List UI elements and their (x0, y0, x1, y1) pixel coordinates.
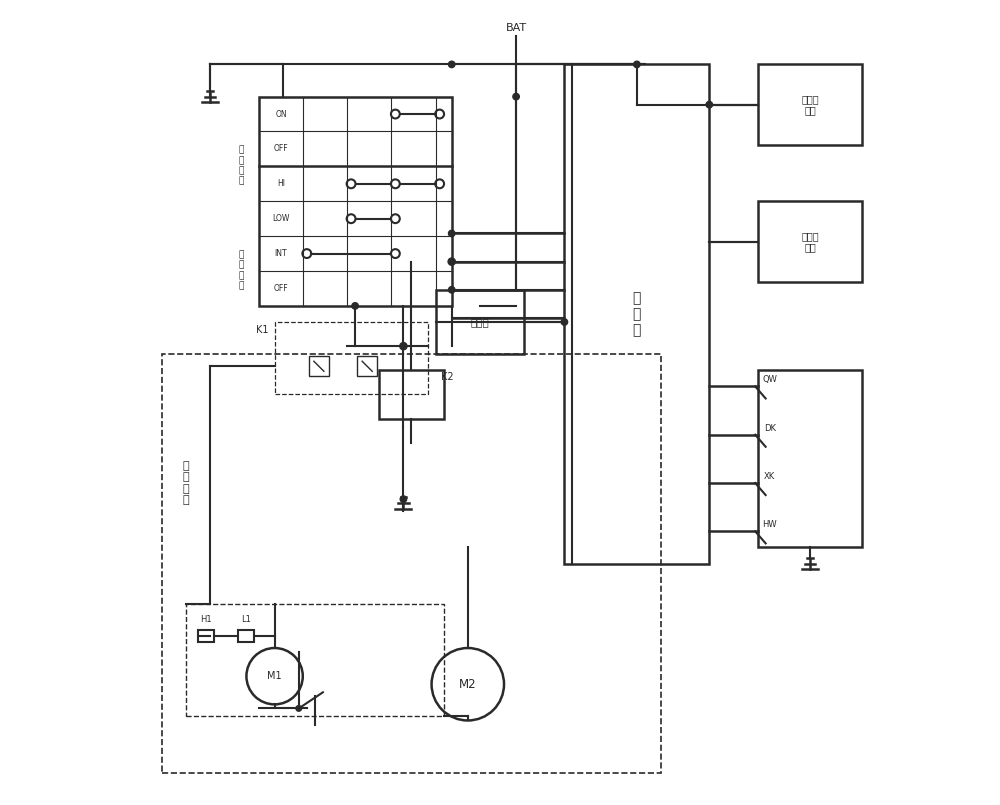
Text: QW: QW (762, 375, 777, 385)
Text: XK: XK (764, 472, 775, 481)
Text: 雨
刮
电
路: 雨 刮 电 路 (183, 460, 189, 506)
Text: ON: ON (275, 109, 287, 118)
Text: LOW: LOW (272, 214, 290, 223)
Text: HW: HW (762, 520, 777, 530)
Circle shape (296, 705, 302, 712)
Text: K1: K1 (256, 325, 269, 335)
Text: 控
制
器: 控 制 器 (633, 291, 641, 337)
Circle shape (448, 287, 455, 293)
Bar (275, 322, 428, 394)
Text: 日行灯
电路: 日行灯 电路 (801, 231, 819, 252)
Bar (198, 630, 214, 642)
Circle shape (561, 319, 568, 325)
Bar (186, 604, 444, 716)
Circle shape (634, 61, 640, 68)
Circle shape (513, 93, 519, 100)
Circle shape (400, 496, 407, 502)
Bar (357, 356, 377, 377)
Bar (238, 630, 254, 642)
Text: K2: K2 (441, 372, 454, 382)
Text: L1: L1 (241, 615, 251, 625)
Bar (436, 290, 524, 354)
Circle shape (706, 101, 713, 108)
Text: BAT: BAT (506, 23, 527, 33)
Circle shape (352, 303, 358, 309)
Bar (379, 370, 444, 419)
Bar (758, 64, 862, 145)
Bar (758, 201, 862, 282)
Circle shape (400, 343, 407, 350)
Circle shape (448, 258, 455, 266)
Text: 后雾灯
电路: 后雾灯 电路 (801, 94, 819, 115)
Text: 组
合
开
关: 组 合 开 关 (238, 146, 243, 186)
Bar (258, 97, 452, 306)
Bar (758, 370, 862, 547)
Bar (564, 64, 709, 564)
Bar (309, 356, 329, 377)
Text: HI: HI (277, 180, 285, 188)
Circle shape (448, 230, 455, 237)
Text: 点火锁: 点火锁 (471, 317, 489, 327)
Text: H1: H1 (200, 615, 212, 625)
Text: 洗
涤
开
关: 洗 涤 开 关 (238, 250, 243, 291)
Text: OFF: OFF (274, 284, 288, 293)
Circle shape (448, 61, 455, 68)
Bar (162, 354, 661, 773)
Text: OFF: OFF (274, 144, 288, 154)
Text: DK: DK (764, 423, 776, 433)
Text: M1: M1 (267, 671, 282, 681)
Text: M2: M2 (459, 678, 477, 691)
Text: INT: INT (275, 249, 287, 258)
